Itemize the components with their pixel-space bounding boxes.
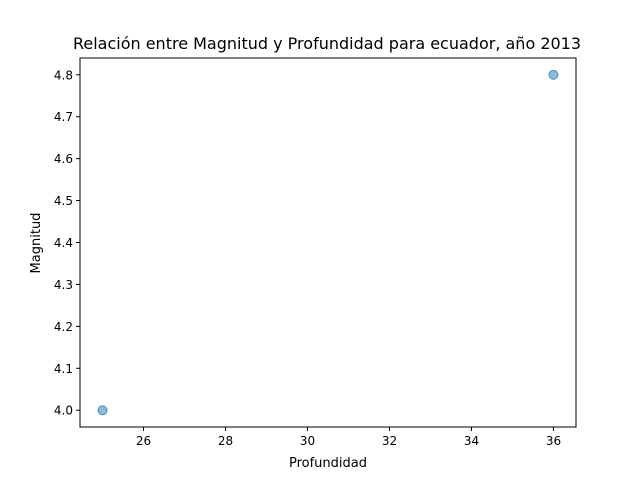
y-tick-label: 4.2 [54,320,73,334]
x-tick-label: 30 [300,434,315,448]
data-point-1 [97,405,108,416]
x-axis: 26 28 30 32 34 36 [136,427,561,448]
x-tick-label: 26 [136,434,151,448]
y-tick-label: 4.0 [54,404,73,418]
y-tick-label: 4.7 [54,110,73,124]
y-axis: 4.0 4.1 4.2 4.3 4.4 4.5 4.6 4.7 4.8 [54,68,80,418]
y-axis-label: Magnitud [29,213,44,274]
x-axis-label: Profundidad [289,456,367,471]
y-tick-label: 4.8 [54,68,73,82]
data-point-2 [548,69,559,80]
y-tick-label: 4.3 [54,278,73,292]
chart-title: Relación entre Magnitud y Profundidad pa… [73,34,581,53]
x-tick-label: 28 [218,434,233,448]
plot-area [97,69,559,416]
x-tick-label: 34 [464,434,479,448]
y-tick-label: 4.4 [54,236,73,250]
x-tick-label: 36 [546,434,561,448]
y-tick-label: 4.6 [54,152,73,166]
y-tick-label: 4.1 [54,362,73,376]
x-tick-label: 32 [382,434,397,448]
y-tick-label: 4.5 [54,194,73,208]
